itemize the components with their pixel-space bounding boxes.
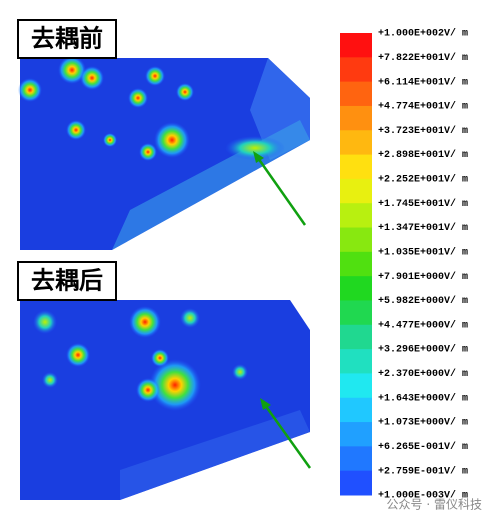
legend-label: +1.347E+001V/ m bbox=[378, 222, 468, 234]
color-band bbox=[340, 81, 372, 107]
color-band bbox=[340, 276, 372, 301]
color-band bbox=[340, 397, 372, 423]
color-band bbox=[340, 105, 372, 131]
title-box bbox=[17, 261, 117, 301]
panel-title: 去耦前 bbox=[31, 24, 103, 53]
watermark: 公众号 · 雷仪科技 bbox=[387, 498, 482, 512]
color-band bbox=[340, 349, 372, 374]
legend-label: +2.898E+001V/ m bbox=[378, 149, 468, 161]
color-band bbox=[340, 33, 372, 58]
arrow bbox=[253, 151, 312, 469]
color-band bbox=[340, 203, 372, 229]
color-band bbox=[340, 373, 372, 399]
color-band bbox=[340, 227, 372, 253]
color-band bbox=[340, 446, 372, 472]
color-band bbox=[340, 251, 372, 277]
legend-label: +3.723E+001V/ m bbox=[378, 125, 468, 137]
color-band bbox=[340, 470, 372, 496]
color-band bbox=[340, 422, 372, 447]
legend-label: +6.265E-001V/ m bbox=[378, 441, 468, 453]
legend-label: +1.000E-003V/ m bbox=[378, 490, 468, 502]
legend-label: +1.035E+001V/ m bbox=[378, 246, 468, 258]
title-box bbox=[17, 19, 117, 59]
legend-label: +7.822E+001V/ m bbox=[378, 52, 468, 64]
legend-label: +3.296E+000V/ m bbox=[378, 344, 468, 356]
legend-label: +7.901E+000V/ m bbox=[378, 271, 468, 283]
board-after bbox=[20, 300, 310, 500]
legend-label: +2.252E+001V/ m bbox=[378, 174, 468, 186]
color-band bbox=[340, 300, 372, 326]
legend-label: +1.745E+001V/ m bbox=[378, 198, 468, 210]
legend-label: +1.643E+000V/ m bbox=[378, 392, 468, 404]
board-before bbox=[18, 56, 310, 250]
color-band bbox=[340, 57, 372, 83]
color-band bbox=[340, 130, 372, 156]
legend-label: +5.982E+000V/ m bbox=[378, 295, 468, 307]
color-band bbox=[340, 324, 372, 350]
legend-label: +4.774E+001V/ m bbox=[378, 101, 468, 113]
panel-title: 去耦后 bbox=[31, 266, 103, 295]
legend-label: +1.000E+002V/ m bbox=[378, 28, 468, 40]
color-band bbox=[340, 178, 372, 204]
legend-label: +1.073E+000V/ m bbox=[378, 417, 468, 429]
color-band bbox=[340, 154, 372, 180]
legend-label: +2.370E+000V/ m bbox=[378, 368, 468, 380]
legend-label: +6.114E+001V/ m bbox=[378, 76, 468, 88]
legend: +1.000E+002V/ m +7.822E+001V/ m +6.114E+00… bbox=[340, 28, 468, 502]
legend-label: +4.477E+000V/ m bbox=[378, 319, 468, 331]
legend-label: +2.759E-001V/ m bbox=[378, 465, 468, 477]
